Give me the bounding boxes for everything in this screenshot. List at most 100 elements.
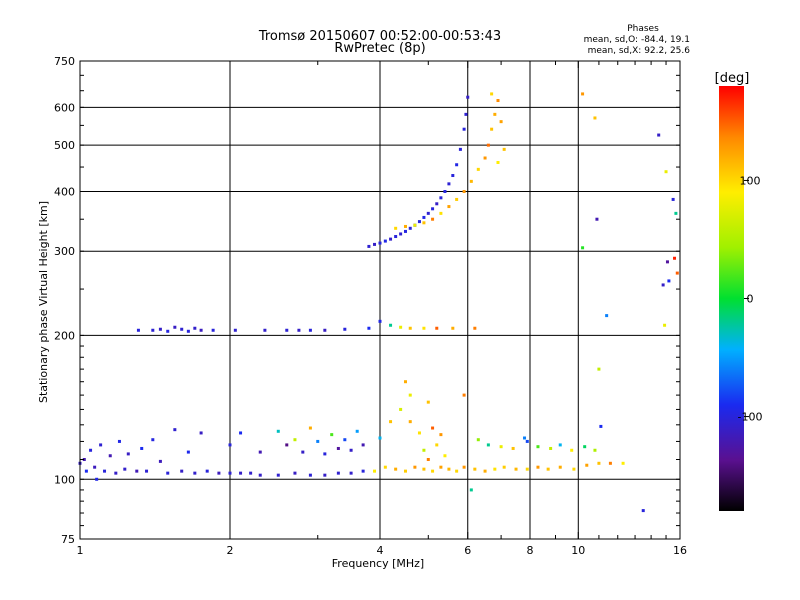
data-point (378, 241, 382, 245)
data-point (233, 328, 237, 332)
data-point (447, 205, 451, 209)
data-point (389, 420, 393, 424)
y-tick-label: 400 (54, 185, 75, 198)
data-point (464, 112, 468, 116)
data-point (293, 438, 297, 442)
data-point (597, 367, 601, 371)
data-point (417, 220, 421, 224)
data-point (408, 326, 412, 330)
data-point (476, 167, 480, 171)
data-point (499, 445, 503, 449)
x-tick-label: 6 (464, 544, 471, 557)
data-point (422, 215, 426, 219)
data-point (493, 467, 497, 471)
data-point (336, 471, 340, 475)
data-point (422, 467, 426, 471)
data-point (373, 242, 377, 246)
data-point (447, 467, 451, 471)
data-point (675, 271, 679, 275)
data-point (422, 448, 426, 452)
data-point (408, 420, 412, 424)
chart-subtitle: RwPretec (8p) (334, 41, 425, 56)
data-point (422, 326, 426, 330)
y-tick-label: 500 (54, 139, 75, 152)
data-point (336, 446, 340, 450)
x-axis-label: Frequency [MHz] (332, 557, 424, 570)
data-point (258, 450, 262, 454)
data-point (422, 221, 426, 225)
data-point (502, 147, 506, 151)
data-point (373, 469, 377, 473)
data-point (426, 457, 430, 461)
data-point (249, 471, 253, 475)
data-point (439, 465, 443, 469)
data-point (158, 459, 162, 463)
data-point (323, 473, 327, 477)
data-point (276, 429, 280, 433)
data-point (435, 443, 439, 447)
stats-heading: Phases (627, 24, 659, 34)
data-point (483, 156, 487, 160)
x-tick-label: 10 (571, 544, 585, 557)
data-point (343, 327, 347, 331)
data-point (258, 473, 262, 477)
data-point (595, 217, 599, 221)
y-tick-label: 300 (54, 245, 75, 258)
data-point (667, 279, 671, 283)
data-point (349, 471, 353, 475)
data-point (599, 424, 603, 428)
data-point (383, 465, 387, 469)
data-point (525, 439, 529, 443)
data-point (641, 509, 645, 513)
data-point (378, 319, 382, 323)
data-point (458, 147, 462, 151)
data-point (399, 407, 403, 411)
data-point (661, 283, 665, 287)
data-point (439, 433, 443, 437)
data-point (186, 450, 190, 454)
data-point (486, 143, 490, 147)
data-point (490, 92, 494, 96)
data-point (403, 224, 407, 228)
data-point (301, 450, 305, 454)
data-point (593, 448, 597, 452)
data-point (276, 473, 280, 477)
data-point (674, 211, 678, 215)
colorbar-tick-label: -100 (738, 411, 763, 424)
data-point (608, 461, 612, 465)
data-point (496, 160, 500, 164)
data-point (455, 469, 459, 473)
data-point (308, 473, 312, 477)
data-point (394, 226, 398, 230)
data-point (180, 469, 184, 473)
data-point (399, 325, 403, 329)
data-point (466, 95, 470, 99)
data-point (93, 465, 97, 469)
colorbar-tick-label: 0 (747, 293, 754, 306)
data-point (443, 454, 447, 458)
data-point (493, 112, 497, 116)
x-tick-label: 8 (527, 544, 534, 557)
data-point (239, 471, 243, 475)
data-point (308, 328, 312, 332)
data-point (502, 465, 506, 469)
data-point (285, 328, 289, 332)
data-point (546, 467, 550, 471)
data-point (123, 467, 127, 471)
data-point (581, 92, 585, 96)
colorbar-tick-label: 100 (740, 174, 761, 187)
data-point (455, 163, 459, 167)
data-point (621, 461, 625, 465)
data-point (431, 207, 435, 211)
x-tick-label: 16 (673, 544, 687, 557)
data-point (99, 443, 103, 447)
data-point (664, 170, 668, 174)
data-point (158, 327, 162, 331)
data-point (431, 426, 435, 430)
data-point (211, 328, 215, 332)
data-point (417, 431, 421, 435)
data-point (361, 469, 365, 473)
chart-title: Tromsø 20150607 00:52:00-00:53:43 (258, 29, 501, 44)
data-point (439, 211, 443, 215)
data-point (239, 431, 243, 435)
